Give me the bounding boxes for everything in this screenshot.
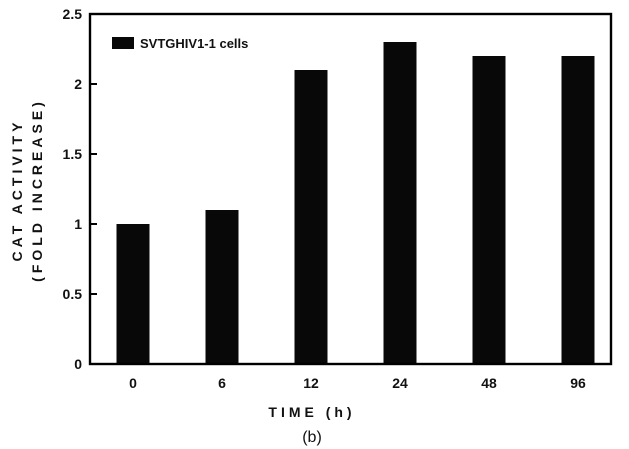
bar-12 [294,70,328,364]
x-tick-label: 12 [303,375,319,391]
y-axis-title-line1: CAT ACTIVITY [9,119,25,262]
x-tick-label: 0 [129,375,137,391]
bar-48 [472,56,506,364]
x-tick-label: 48 [481,375,497,391]
x-tick-label: 24 [392,375,408,391]
figure-caption: (b) [302,429,322,446]
y-axis-title-line2: (FOLD INCREASE) [29,98,45,282]
y-axis-ticks: 0 0.5 1 1.5 2 2.5 [63,6,97,372]
y-tick-label: 0 [74,356,82,372]
legend: SVTGHIV1-1 cells [112,36,248,51]
y-tick-label: 0.5 [63,286,83,302]
x-axis-ticks: 0 6 12 24 48 96 [129,357,586,391]
y-tick-label: 2.5 [63,6,83,22]
plot-frame [88,12,613,366]
y-tick-label: 2 [74,76,82,92]
x-axis-title: TIME (h) [268,404,355,420]
legend-label: SVTGHIV1-1 cells [140,36,248,51]
bar-96 [561,56,595,364]
x-tick-label: 96 [570,375,586,391]
bar-6 [205,210,239,364]
y-tick-label: 1.5 [63,146,83,162]
bar-0 [116,224,150,364]
legend-swatch [112,37,134,49]
bar-24 [383,42,417,364]
x-tick-label: 6 [218,375,226,391]
y-tick-label: 1 [74,216,82,232]
bar-series [116,42,595,364]
